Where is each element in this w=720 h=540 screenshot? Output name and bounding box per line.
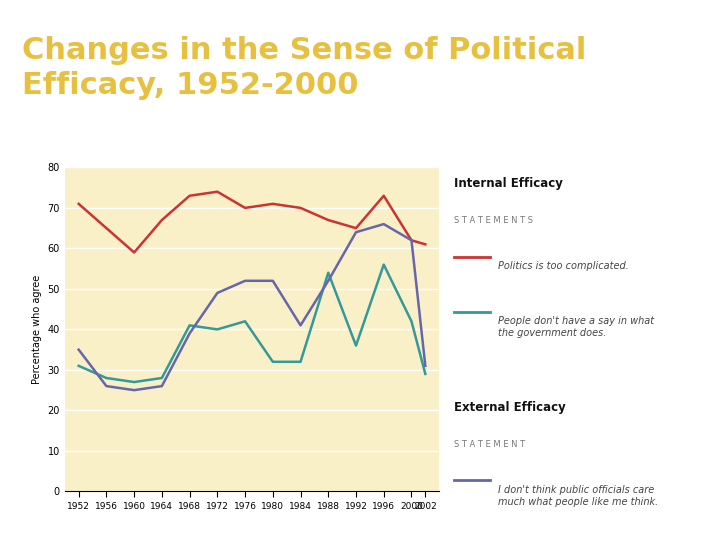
- Y-axis label: Percentage who agree: Percentage who agree: [32, 275, 42, 384]
- Text: People don't have a say in what
the government does.: People don't have a say in what the gove…: [498, 316, 654, 338]
- Text: External Efficacy: External Efficacy: [454, 401, 565, 414]
- Text: Internal Efficacy: Internal Efficacy: [454, 177, 562, 190]
- Text: Politics is too complicated.: Politics is too complicated.: [498, 261, 629, 272]
- Text: Changes in the Sense of Political
Efficacy, 1952-2000: Changes in the Sense of Political Effica…: [22, 36, 586, 100]
- Text: S T A T E M E N T S: S T A T E M E N T S: [454, 216, 533, 225]
- Text: S T A T E M E N T: S T A T E M E N T: [454, 440, 525, 449]
- Text: I don't think public officials care
much what people like me think.: I don't think public officials care much…: [498, 485, 658, 507]
